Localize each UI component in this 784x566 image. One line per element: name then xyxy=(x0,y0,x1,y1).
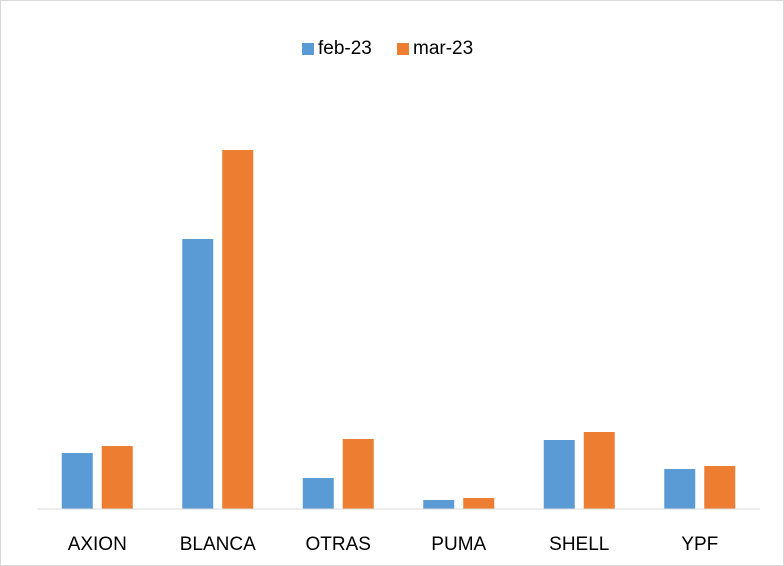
legend-swatch xyxy=(397,43,409,55)
legend-label: mar-23 xyxy=(413,38,473,59)
bar xyxy=(101,446,133,509)
bar xyxy=(423,500,455,509)
legend-swatch xyxy=(302,43,314,55)
bar xyxy=(302,478,334,509)
x-tick-label: OTRAS xyxy=(306,534,371,555)
bar xyxy=(463,498,495,509)
legend-label: feb-23 xyxy=(318,38,372,59)
x-tick-label: AXION xyxy=(68,534,127,555)
bar xyxy=(182,239,214,509)
bar xyxy=(664,469,696,509)
bar xyxy=(704,466,736,509)
bar xyxy=(222,150,254,509)
bar xyxy=(543,440,575,509)
x-tick-label: YPF xyxy=(681,534,718,555)
bar xyxy=(342,439,374,509)
bar xyxy=(583,432,615,509)
bar xyxy=(61,453,93,509)
x-tick-label: PUMA xyxy=(431,534,486,555)
x-tick-label: SHELL xyxy=(549,534,609,555)
x-tick-label: BLANCA xyxy=(180,534,256,555)
